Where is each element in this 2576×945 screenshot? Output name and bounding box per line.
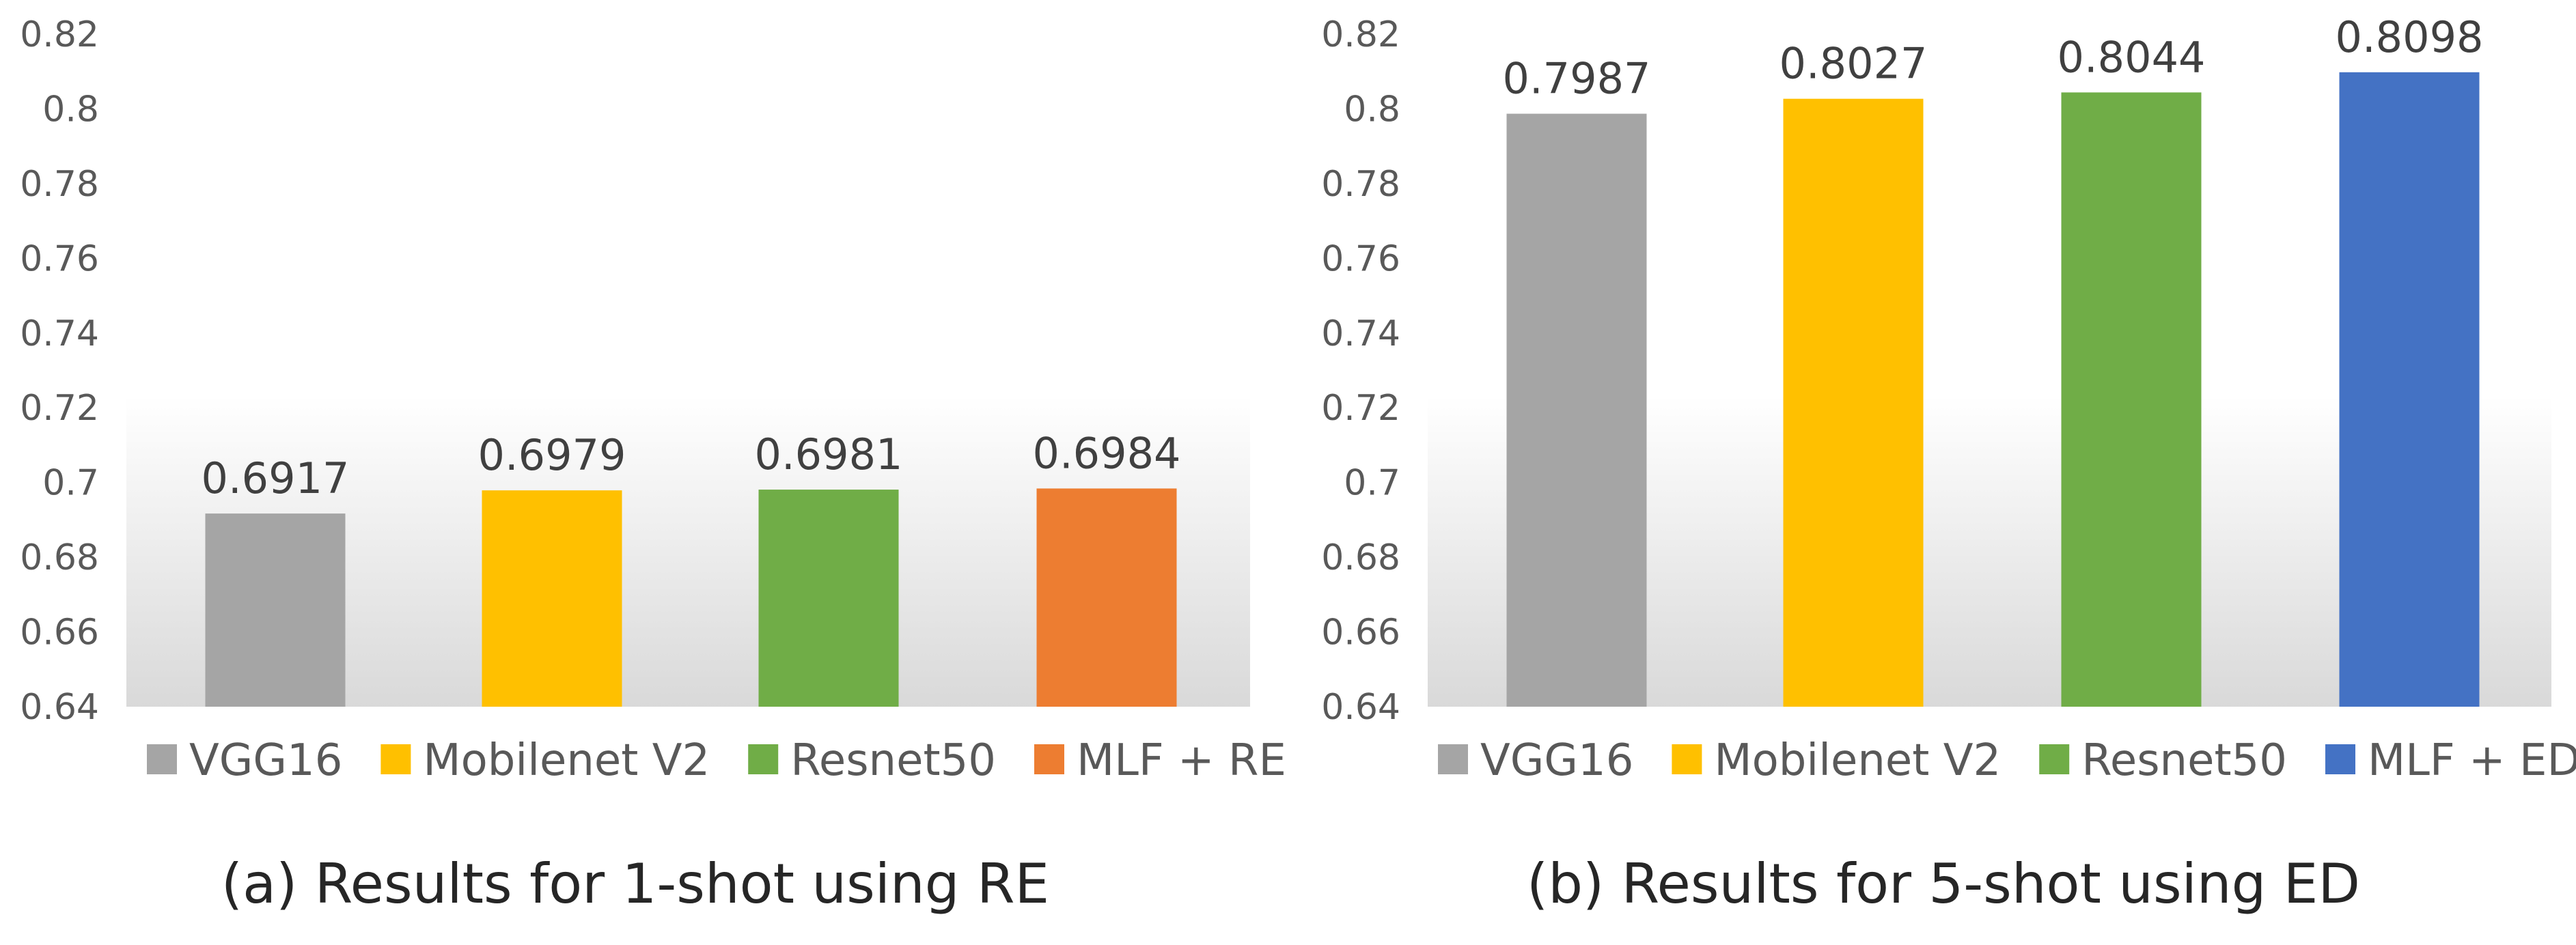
legend-swatch <box>1034 744 1064 774</box>
y-tick-label: 0.82 <box>20 14 99 55</box>
bar-mlf-re <box>1036 488 1177 707</box>
legend-swatch <box>1438 744 1468 774</box>
legend-label: MLF + ED <box>2368 735 2576 786</box>
legend: VGG16 Mobilenet V2 Resnet50 MLF + RE <box>147 735 1286 786</box>
data-label: 0.8098 <box>2336 12 2484 62</box>
legend-label: VGG16 <box>1480 735 1633 786</box>
legend-label: MLF + RE <box>1077 735 1286 786</box>
y-tick-label: 0.76 <box>1321 238 1400 279</box>
y-tick-label: 0.68 <box>20 537 99 578</box>
legend-label: Mobilenet V2 <box>423 735 710 786</box>
data-label: 0.7987 <box>1503 54 1651 104</box>
y-tick-label: 0.7 <box>1344 463 1400 504</box>
legend-swatch <box>147 744 177 774</box>
bar-resnet50 <box>758 490 899 707</box>
bar-vgg16 <box>205 513 346 707</box>
y-tick-label: 0.8 <box>42 89 99 130</box>
data-label: 0.8044 <box>2058 32 2206 82</box>
y-tick-label: 0.82 <box>1321 14 1400 55</box>
y-tick-label: 0.74 <box>20 313 99 354</box>
y-tick-label: 0.68 <box>1321 537 1400 578</box>
bar-resnet50 <box>2061 92 2202 707</box>
data-label: 0.6984 <box>1033 428 1181 478</box>
y-tick-label: 0.7 <box>42 463 99 504</box>
legend-label: VGG16 <box>189 735 342 786</box>
y-tick-label: 0.64 <box>20 687 99 728</box>
bar-mlf-ed <box>2339 72 2480 707</box>
data-label: 0.6979 <box>478 430 626 480</box>
legend-swatch <box>2039 744 2070 774</box>
y-tick-label: 0.72 <box>1321 388 1400 429</box>
data-label: 0.6917 <box>202 453 350 503</box>
y-tick-label: 0.74 <box>1321 313 1400 354</box>
chart-panel-a: 0.64 0.66 0.68 0.7 0.72 0.74 0.76 0.78 0.8 0.82 0.… <box>20 14 1286 916</box>
legend-swatch <box>2325 744 2355 774</box>
bar-vgg16 <box>1506 113 1647 707</box>
legend-label: Resnet50 <box>790 735 996 786</box>
chart-panel-b: 0.64 0.66 0.68 0.7 0.72 0.74 0.76 0.78 0.8 0.82 0.… <box>1321 12 2576 916</box>
data-label: 0.6981 <box>755 429 903 479</box>
legend-label: Resnet50 <box>2081 735 2287 786</box>
legend: VGG16 Mobilenet V2 Resnet50 MLF + ED <box>1438 735 2576 786</box>
bar-mobilenet-v2 <box>1783 98 1924 707</box>
data-label: 0.8027 <box>1779 39 1928 89</box>
legend-label: Mobilenet V2 <box>1714 735 2001 786</box>
y-tick-label: 0.76 <box>20 238 99 279</box>
legend-swatch <box>1672 744 1702 774</box>
y-tick-label: 0.66 <box>20 612 99 653</box>
y-tick-label: 0.64 <box>1321 687 1400 728</box>
caption: (a) Results for 1-shot using RE <box>221 852 1049 916</box>
y-tick-label: 0.8 <box>1344 89 1400 130</box>
y-tick-label: 0.66 <box>1321 612 1400 653</box>
legend-swatch <box>748 744 779 774</box>
y-tick-label: 0.72 <box>20 388 99 429</box>
y-tick-label: 0.78 <box>1321 164 1400 205</box>
caption: (b) Results for 5-shot using ED <box>1527 852 2360 916</box>
bar-mobilenet-v2 <box>482 490 622 707</box>
y-tick-label: 0.78 <box>20 164 99 205</box>
legend-swatch <box>380 744 411 774</box>
